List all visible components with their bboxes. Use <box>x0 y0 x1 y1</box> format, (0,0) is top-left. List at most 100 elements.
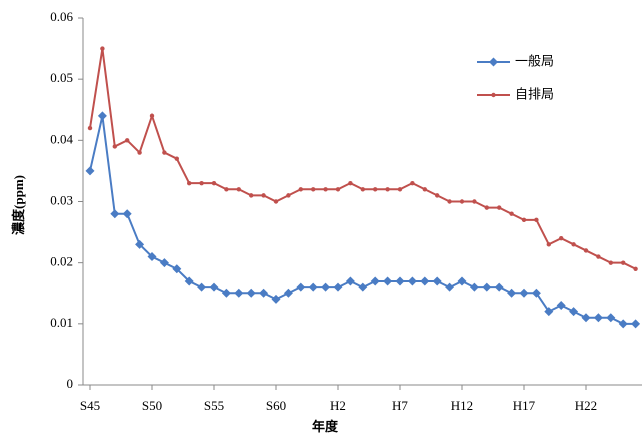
data-point <box>137 150 142 155</box>
data-point <box>432 276 442 286</box>
legend-marker <box>491 92 496 98</box>
y-axis-label: 濃度(ppm) <box>11 175 26 235</box>
data-point <box>596 254 601 259</box>
data-point <box>581 313 591 323</box>
data-point <box>618 319 628 329</box>
data-point <box>546 242 551 247</box>
data-point <box>445 282 455 292</box>
data-point <box>569 307 579 317</box>
data-point <box>323 187 328 192</box>
data-point <box>521 217 527 223</box>
data-point <box>397 187 403 192</box>
data-point <box>122 209 132 219</box>
data-point <box>85 166 95 176</box>
data-point <box>286 193 291 198</box>
data-point <box>484 205 489 210</box>
data-point <box>395 276 405 286</box>
y-tick-label: 0.06 <box>50 9 73 24</box>
legend-marker <box>489 57 498 67</box>
data-point <box>583 248 589 253</box>
data-point <box>296 282 306 292</box>
data-point <box>447 199 452 204</box>
data-point <box>236 187 241 192</box>
data-point <box>472 199 477 204</box>
data-point <box>621 260 626 265</box>
data-point <box>197 282 207 292</box>
data-point <box>87 125 93 131</box>
data-point <box>482 282 492 292</box>
data-point <box>556 300 566 310</box>
data-point <box>360 187 365 192</box>
data-point <box>199 180 204 186</box>
data-point <box>544 307 554 317</box>
data-point <box>135 239 145 249</box>
data-point <box>571 242 576 247</box>
x-tick-label: H7 <box>392 398 408 413</box>
data-point <box>321 282 331 292</box>
data-point <box>100 46 105 51</box>
data-point <box>422 187 427 192</box>
data-point <box>298 187 303 192</box>
data-point <box>345 276 355 286</box>
data-point <box>224 187 229 192</box>
data-point <box>273 199 279 204</box>
x-tick-label: S55 <box>204 398 224 413</box>
x-axis-label: 年度 <box>312 419 339 434</box>
x-tick-label: H22 <box>575 398 597 413</box>
data-point <box>159 258 169 268</box>
data-point <box>259 288 269 298</box>
data-point <box>209 282 219 292</box>
data-point <box>333 282 343 292</box>
data-point <box>249 193 254 198</box>
data-point <box>162 150 167 155</box>
y-tick-label: 0.01 <box>50 315 73 330</box>
data-point <box>494 282 504 292</box>
data-point <box>633 266 638 271</box>
y-tick-label: 0.04 <box>50 131 73 146</box>
data-point <box>370 276 380 286</box>
x-tick-label: H12 <box>451 398 473 413</box>
x-tick-label: S45 <box>80 398 100 413</box>
data-point <box>373 187 378 192</box>
data-point <box>383 276 393 286</box>
legend-label: 自排局 <box>515 88 554 103</box>
x-tick-label: S50 <box>142 398 162 413</box>
data-point <box>147 252 157 262</box>
data-point <box>469 282 479 292</box>
data-point <box>184 276 194 286</box>
data-point <box>457 276 467 286</box>
data-point <box>608 260 613 265</box>
y-tick-label: 0.02 <box>50 254 73 269</box>
data-point <box>283 288 293 298</box>
x-tick-label: S60 <box>266 398 286 413</box>
data-point <box>234 288 244 298</box>
data-point <box>174 156 179 161</box>
y-tick-label: 0 <box>67 376 74 391</box>
data-point <box>420 276 430 286</box>
x-tick-label: H17 <box>513 398 536 413</box>
data-point <box>172 264 182 274</box>
data-point <box>407 276 417 286</box>
data-point <box>410 180 415 186</box>
data-point <box>385 187 390 192</box>
data-point <box>435 193 440 198</box>
series-line <box>89 115 636 325</box>
data-point <box>534 217 539 223</box>
data-point <box>593 313 603 323</box>
data-point <box>507 288 517 298</box>
data-point <box>187 180 192 186</box>
data-point <box>246 288 256 298</box>
data-point <box>459 199 465 204</box>
series-line <box>89 48 637 270</box>
data-point <box>348 180 353 186</box>
data-point <box>97 111 107 121</box>
data-point <box>261 193 266 198</box>
data-point <box>519 288 529 298</box>
y-tick-label: 0.05 <box>50 70 73 85</box>
data-point <box>125 138 130 143</box>
data-point <box>497 205 502 210</box>
data-point <box>112 144 118 149</box>
data-point <box>509 211 514 216</box>
y-tick-label: 0.03 <box>50 192 73 207</box>
data-point <box>311 187 316 192</box>
